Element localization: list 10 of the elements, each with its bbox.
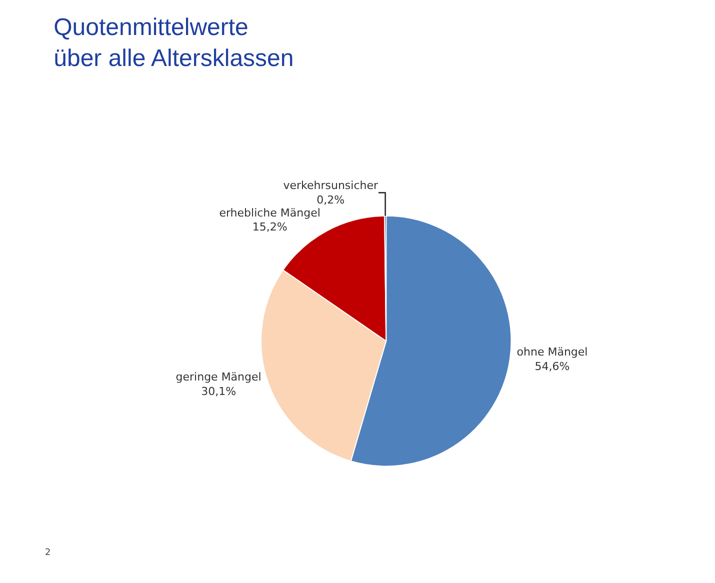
data-label: 30,1% [201,385,236,398]
text: 2 [45,548,51,558]
chart-title: Quotenmittelwerte über alle Altersklassen [54,14,294,72]
slice-label: verkehrsunsicher [283,179,378,192]
slice-label: geringe Mängel [176,370,262,384]
slice-label: erhebliche Mängel [219,206,320,220]
slice-label: ohne Mängel [516,345,588,358]
data-label: 0,2% [316,193,345,206]
data-label: 15,2% [252,220,288,234]
data-label: 54,6% [534,360,570,373]
